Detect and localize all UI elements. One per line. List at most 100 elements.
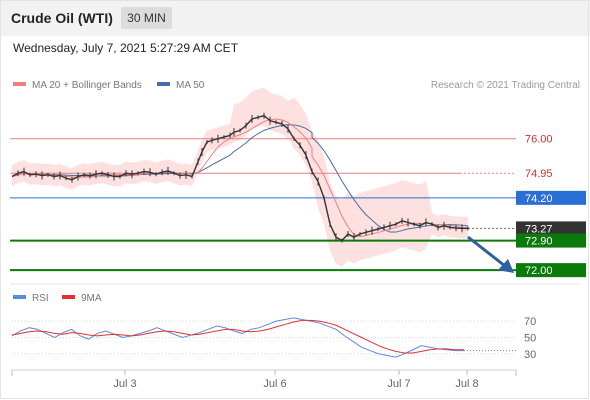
price-segment bbox=[201, 141, 208, 153]
level-tag-72-00 bbox=[516, 263, 586, 278]
rsi-tick-50: 50 bbox=[524, 333, 536, 345]
x-tick-label-3: Jul 8 bbox=[455, 378, 478, 390]
price-segment bbox=[269, 119, 277, 123]
x-tick-label-0: Jul 3 bbox=[113, 378, 136, 390]
price-segment bbox=[191, 161, 199, 177]
price-segment bbox=[407, 221, 415, 225]
price-segment bbox=[23, 170, 31, 176]
price-segment bbox=[223, 134, 231, 138]
price-segment bbox=[217, 136, 225, 140]
price-segment bbox=[347, 233, 355, 238]
level-tag-73-27 bbox=[516, 221, 586, 236]
price-segment bbox=[353, 233, 361, 238]
price-segment bbox=[401, 220, 409, 224]
price-segment bbox=[329, 223, 337, 238]
legend-ma20-label: MA 20 + Bollinger Bands bbox=[32, 80, 142, 91]
price-segment bbox=[131, 172, 139, 175]
price-segment bbox=[371, 228, 379, 232]
legend-ma50: MA 50 bbox=[157, 80, 204, 91]
price-segment bbox=[239, 125, 247, 132]
price-segment bbox=[299, 144, 307, 156]
price-segment bbox=[229, 131, 235, 136]
price-segment bbox=[413, 223, 421, 227]
legend-ma50-swatch bbox=[157, 82, 170, 87]
rsi-tick-30: 30 bbox=[524, 349, 536, 361]
bollinger-band-area bbox=[12, 87, 468, 267]
level-label-72-90: 72.90 bbox=[525, 236, 553, 248]
level-label-74-95: 74.95 bbox=[525, 168, 553, 180]
legend-rsi-swatch bbox=[13, 295, 26, 300]
price-segment bbox=[11, 172, 19, 178]
rsi-tick-70: 70 bbox=[524, 316, 536, 328]
price-segment bbox=[323, 197, 331, 225]
price-segment bbox=[341, 233, 349, 242]
price-segment bbox=[17, 170, 25, 174]
price-segment bbox=[71, 175, 79, 181]
price-segment bbox=[305, 154, 313, 172]
legend-9ma: 9MA bbox=[62, 293, 102, 304]
price-segment bbox=[89, 173, 97, 177]
price-segment bbox=[377, 226, 385, 230]
price-segment bbox=[211, 138, 219, 142]
price-segment bbox=[245, 118, 253, 127]
instrument-title: Crude Oil (WTI) bbox=[11, 10, 113, 26]
legend-9ma-swatch bbox=[62, 295, 75, 300]
price-segment bbox=[293, 138, 301, 146]
x-tick-label-2: Jul 7 bbox=[387, 378, 410, 390]
forecast-arrow-shaft bbox=[467, 235, 506, 268]
price-segment bbox=[419, 221, 427, 227]
price-segment bbox=[35, 173, 43, 177]
price-segment bbox=[425, 221, 433, 225]
price-segment bbox=[263, 115, 271, 122]
price-segment bbox=[119, 172, 127, 178]
price-segment bbox=[41, 174, 49, 177]
price-segment bbox=[149, 171, 157, 175]
price-segment bbox=[125, 172, 133, 175]
price-segment bbox=[179, 174, 187, 177]
price-segment bbox=[287, 128, 295, 140]
price-segment bbox=[107, 174, 115, 178]
price-segment bbox=[185, 174, 193, 178]
legend-9ma-label: 9MA bbox=[81, 293, 102, 304]
price-segment bbox=[443, 225, 451, 229]
price-segment bbox=[383, 225, 391, 229]
price-segment bbox=[65, 177, 73, 181]
price-segment bbox=[335, 236, 343, 242]
price-segment bbox=[155, 171, 163, 175]
price-segment bbox=[251, 116, 259, 120]
price-segment bbox=[449, 226, 457, 229]
chart-datetime: Wednesday, July 7, 2021 5:27:29 AM CET bbox=[13, 41, 239, 55]
price-segment bbox=[173, 172, 181, 177]
price-segment bbox=[161, 170, 169, 173]
price-segment bbox=[47, 174, 55, 178]
price-segment bbox=[431, 223, 439, 229]
price-segment bbox=[281, 123, 289, 130]
price-segment bbox=[83, 174, 91, 177]
price-segment bbox=[389, 223, 397, 227]
price-segment bbox=[311, 171, 319, 182]
rsi-line bbox=[11, 317, 464, 358]
price-segment bbox=[95, 172, 103, 175]
level-label-76-00: 76.00 bbox=[525, 134, 553, 146]
price-segment bbox=[359, 231, 367, 235]
price-segment bbox=[317, 181, 325, 199]
price-segment bbox=[365, 230, 373, 234]
price-segment bbox=[167, 170, 175, 174]
level-label-72-00: 72.00 bbox=[525, 265, 553, 277]
price-segment bbox=[437, 225, 445, 229]
price-segment bbox=[257, 115, 265, 119]
price-segment bbox=[53, 174, 61, 178]
level-tag-74-20 bbox=[516, 190, 586, 205]
forecast-arrow-head bbox=[498, 259, 514, 273]
price-segment bbox=[206, 139, 213, 143]
rsi-9ma-line bbox=[11, 319, 464, 354]
price-segment bbox=[137, 170, 145, 174]
research-credit: Research © 2021 Trading Central bbox=[430, 80, 580, 91]
price-segment bbox=[143, 170, 151, 173]
level-label-73-27: 73.27 bbox=[525, 223, 553, 235]
price-segment bbox=[197, 151, 203, 162]
price-segment bbox=[59, 174, 67, 179]
level-label-74-20: 74.20 bbox=[525, 193, 553, 205]
timeframe-button[interactable]: 30 MIN bbox=[121, 7, 172, 29]
legend-rsi: RSI bbox=[13, 293, 49, 304]
